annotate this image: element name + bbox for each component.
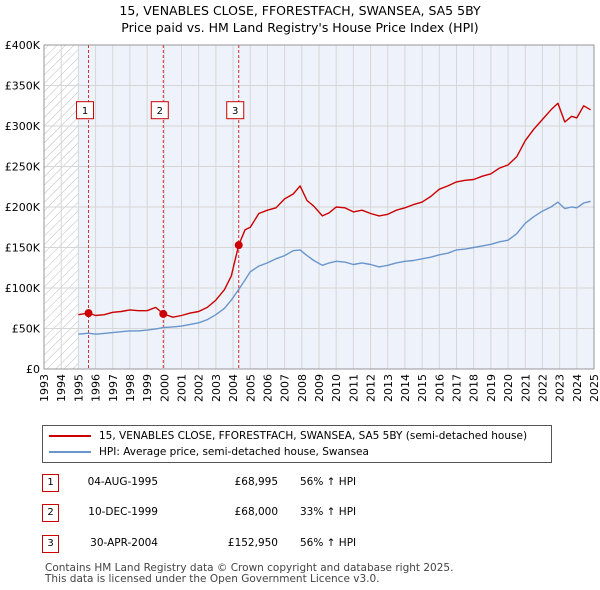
plot-frame [43,44,595,370]
sale-date-2: 10-DEC-1999 [88,506,158,518]
x-tick-label-1998: 1998 [124,374,137,402]
x-tick-label-2019: 2019 [485,374,498,402]
x-tick-label-2002: 2002 [193,374,206,402]
legend-item-property: 15, VENABLES CLOSE, FFORESTFACH, SWANSEA… [49,428,527,444]
x-tick-label-2007: 2007 [279,374,292,402]
sale-hpi-2: 33% ↑ HPI [300,506,357,518]
legend-label-hpi: HPI: Average price, semi-detached house,… [99,446,369,458]
x-tick-label-1994: 1994 [55,374,68,402]
x-tick-label-2010: 2010 [330,374,343,402]
sale-date-3: 30-APR-2004 [90,537,158,549]
x-tick-label-2001: 2001 [176,374,189,402]
x-tick-label-2022: 2022 [536,374,549,402]
chart-subtitle: Price paid vs. HM Land Registry's House … [121,20,479,35]
sale-box-label-2: 2 [157,106,163,117]
x-tick-label-2014: 2014 [399,374,412,402]
y-tick-label-4: £200K [5,201,41,214]
hpi-line [78,200,591,335]
sale-row-3: 3 30-APR-2004 £152,950 56% ↑ HPI [0,535,600,555]
x-tick-label-2021: 2021 [519,374,532,402]
x-tick-label-1993: 1993 [38,374,51,402]
property-price-line [78,102,591,318]
sale-box-3 [226,101,245,120]
legend-swatch-property [49,435,91,437]
sale-marker-3 [234,241,243,250]
x-tick-label-2012: 2012 [365,374,378,402]
x-tick-label-2003: 2003 [210,374,223,402]
chart-title: 15, VENABLES CLOSE, FFORESTFACH, SWANSEA… [119,3,481,18]
x-tick-label-2018: 2018 [468,374,481,402]
x-tick-label-2015: 2015 [416,374,429,402]
x-tick-label-1995: 1995 [72,374,85,402]
y-tick-label-3: £150K [5,242,41,255]
legend-label-property: 15, VENABLES CLOSE, FFORESTFACH, SWANSEA… [99,430,528,442]
legend-swatch-hpi [49,451,91,453]
x-tick-label-2017: 2017 [451,374,464,402]
x-tick-label-2004: 2004 [227,374,240,402]
sale-marker-1 [84,309,93,318]
x-tick-label-2008: 2008 [296,374,309,402]
x-tick-label-2023: 2023 [554,374,567,402]
sale-marker-2 [159,309,168,318]
chart-legend: 15, VENABLES CLOSE, FFORESTFACH, SWANSEA… [42,425,552,463]
y-tick-label-1: £50K [12,323,41,336]
price-chart: £0 £50K £100K £150K £200K £250K £300K £350K £400… [5,39,600,402]
sale-badge-3: 3 [42,535,59,553]
sale-hpi-3: 56% ↑ HPI [300,537,357,549]
x-tick-label-1999: 1999 [141,374,154,402]
x-tick-label-2020: 2020 [502,374,515,402]
y-tick-label-0: £0 [26,363,40,376]
sale-badge-1: 1 [42,474,59,492]
sale-box-1 [76,101,95,120]
x-tick-label-2000: 2000 [158,374,171,402]
y-tick-label-2: £100K [5,282,41,295]
x-tick-label-1996: 1996 [90,374,103,402]
sale-hpi-1: 56% ↑ HPI [300,476,357,488]
x-tick-label-2025: 2025 [588,374,600,402]
footer-licence: This data is licensed under the Open Gov… [45,573,380,585]
sale-box-2 [150,101,169,120]
y-tick-label-7: £350K [5,80,41,93]
x-tick-label-2024: 2024 [571,374,584,402]
x-tick-label-2013: 2013 [382,374,395,402]
x-tick-label-1997: 1997 [107,374,120,402]
sale-badge-2: 2 [42,504,59,522]
x-tick-label-2011: 2011 [347,374,360,402]
sale-box-label-3: 3 [232,106,238,117]
sale-date-1: 04-AUG-1995 [87,476,158,488]
sale-price-1: £68,995 [234,476,278,488]
legend-item-hpi: HPI: Average price, semi-detached house,… [49,444,369,460]
footer-copyright: Contains HM Land Registry data © Crown c… [45,562,454,574]
sale-row-2: 2 10-DEC-1999 £68,000 33% ↑ HPI [0,504,600,524]
sale-row-1: 1 04-AUG-1995 £68,995 56% ↑ HPI [0,474,600,494]
y-tick-label-8: £400K [5,39,41,52]
y-tick-label-6: £300K [5,120,41,133]
y-tick-label-5: £250K [5,161,41,174]
sale-price-3: £152,950 [227,537,278,549]
x-tick-label-2016: 2016 [433,374,446,402]
x-tick-label-2005: 2005 [244,374,257,402]
sale-price-2: £68,000 [234,506,278,518]
x-tick-label-2006: 2006 [261,374,274,402]
x-tick-label-2009: 2009 [313,374,326,402]
sale-box-label-1: 1 [82,106,88,117]
